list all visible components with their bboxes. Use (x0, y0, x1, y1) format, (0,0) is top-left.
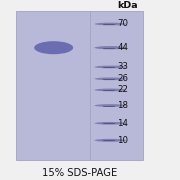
Text: 10: 10 (118, 136, 129, 145)
Ellipse shape (94, 46, 126, 49)
Ellipse shape (94, 104, 126, 107)
Text: 14: 14 (118, 119, 129, 128)
Text: 15% SDS-PAGE: 15% SDS-PAGE (42, 168, 117, 178)
Ellipse shape (94, 78, 126, 80)
Ellipse shape (34, 41, 73, 54)
Ellipse shape (94, 89, 126, 91)
Ellipse shape (94, 66, 126, 68)
Text: 70: 70 (118, 19, 129, 28)
Text: 22: 22 (118, 86, 129, 94)
Ellipse shape (94, 139, 126, 142)
Ellipse shape (94, 122, 126, 125)
Text: 33: 33 (118, 62, 129, 71)
Text: 26: 26 (118, 74, 129, 83)
Text: 44: 44 (118, 43, 129, 52)
Text: kDa: kDa (118, 1, 138, 10)
Bar (15, 11, 143, 160)
Ellipse shape (94, 23, 126, 25)
Text: 18: 18 (118, 101, 129, 110)
